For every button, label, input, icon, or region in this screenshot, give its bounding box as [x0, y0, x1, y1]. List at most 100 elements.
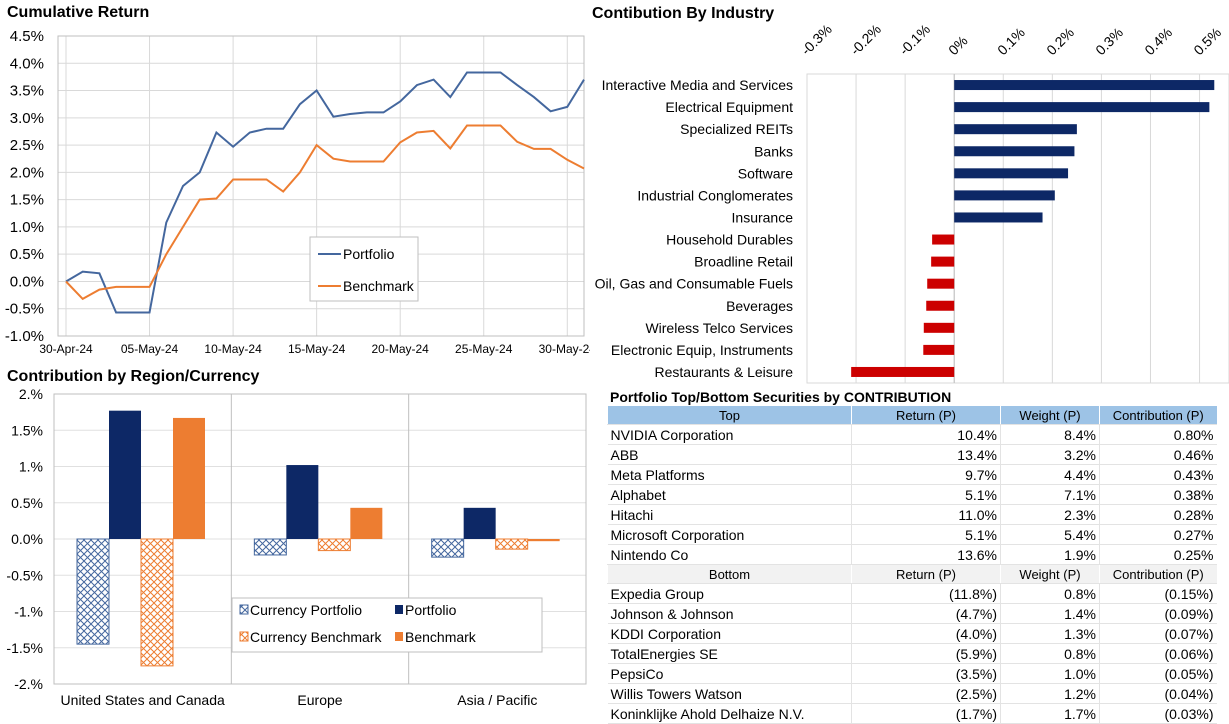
table-cell: TotalEnergies SE — [607, 643, 852, 664]
table-cell: 0.80% — [1099, 424, 1217, 445]
table-cell: 0.43% — [1099, 464, 1217, 485]
y-tick-label: -0.5% — [5, 301, 44, 318]
industry-contribution-chart: -0.3% -0.2% -0.1% 0% 0.1% 0.2% 0.3% 0.4% 0.5% Int… — [595, 24, 1229, 384]
cumulative-return-title: Cumulative Return — [7, 4, 150, 21]
table-cell: 1.2% — [1000, 683, 1100, 704]
industry-bar — [954, 124, 1077, 135]
industry-bar — [851, 366, 955, 377]
table-cell: (0.09%) — [1099, 603, 1217, 624]
x-tick-label: 05-May-24 — [121, 342, 179, 356]
top-bottom-securities-panel: Portfolio Top/Bottom Securities by CONTR… — [607, 388, 1217, 724]
region-bar — [109, 410, 141, 539]
region-bar — [431, 538, 465, 558]
region-bar — [173, 417, 205, 539]
category-label: Electronic Equip, Instruments — [611, 342, 793, 358]
table-cell: 0.46% — [1099, 444, 1217, 465]
table-cell: 3.2% — [1000, 444, 1100, 465]
x-tick-label: 0.1% — [994, 24, 1028, 58]
table-row: Alphabet 5.1% 7.1% 0.38% — [607, 484, 1217, 505]
table-row: Expedia Group (11.8%) 0.8% (0.15%) — [607, 583, 1217, 604]
y-tick-label: 2.5% — [10, 137, 44, 154]
x-tick-label: -0.1% — [896, 24, 933, 58]
table-cell: 1.9% — [1000, 544, 1100, 565]
table-cell: Return (P) — [851, 406, 1001, 425]
y-tick-label: 1.0% — [10, 219, 44, 236]
industry-bar — [931, 256, 955, 267]
industry-bar — [954, 146, 1075, 157]
table-cell: 8.4% — [1000, 424, 1100, 445]
category-label: Oil, Gas and Consumable Fuels — [595, 276, 793, 292]
category-label: Electrical Equipment — [665, 99, 793, 115]
table-cell: Bottom — [607, 564, 852, 584]
table-cell: Microsoft Corporation — [607, 524, 852, 545]
legend-swatch — [239, 631, 249, 642]
table-cell: 0.38% — [1099, 484, 1217, 505]
top-header-row: Top Return (P) Weight (P) Contribution (P) — [607, 406, 1217, 425]
legend-box — [231, 597, 543, 653]
region-contribution-title: Contribution by Region/Currency — [7, 368, 260, 385]
table-cell: Weight (P) — [1000, 564, 1100, 584]
x-tick-label: -0.3% — [798, 24, 835, 58]
table-cell: 5.1% — [851, 484, 1001, 505]
y-tick-label: 4.0% — [10, 55, 44, 72]
y-tick-label: 2.% — [19, 386, 43, 402]
table-row: Nintendo Co 13.6% 1.9% 0.25% — [607, 544, 1217, 565]
table-cell: Willis Towers Watson — [607, 683, 852, 704]
table-cell: (5.9%) — [851, 643, 1001, 664]
table-cell: Weight (P) — [1000, 406, 1100, 425]
region-bar — [317, 538, 351, 552]
x-tick-label: 30-Apr-24 — [39, 342, 93, 356]
y-tick-label: 3.5% — [10, 83, 44, 100]
table-cell: (0.15%) — [1099, 583, 1217, 604]
y-tick-label: 0.5% — [11, 495, 43, 511]
legend-label: Portfolio — [405, 602, 457, 618]
table-cell: Contribution (P) — [1099, 564, 1217, 584]
table-cell: 0.27% — [1099, 524, 1217, 545]
industry-bar — [954, 190, 1055, 201]
category-label: Software — [738, 165, 793, 181]
table-cell: 5.1% — [851, 524, 1001, 545]
y-tick-label: 0.0% — [10, 273, 44, 290]
legend-label: Benchmark — [405, 629, 477, 645]
region-bar — [76, 538, 110, 645]
table-cell: KDDI Corporation — [607, 623, 852, 644]
table-row: Microsoft Corporation 5.1% 5.4% 0.27% — [607, 524, 1217, 545]
industry-bar — [954, 80, 1215, 91]
table-cell: 5.4% — [1000, 524, 1100, 545]
table-cell: Alphabet — [607, 484, 852, 505]
table-cell: (3.5%) — [851, 663, 1001, 684]
legend-swatch — [395, 632, 403, 641]
bottom-header-row: Bottom Return (P) Weight (P) Contribution (… — [607, 564, 1217, 584]
table-cell: ABB — [607, 444, 852, 465]
industry-bar — [923, 344, 955, 355]
y-tick-label: 1.% — [19, 459, 43, 475]
legend-label: Benchmark — [343, 278, 415, 294]
plot-border — [806, 73, 1229, 384]
legend-swatch — [395, 605, 403, 614]
region-bar — [253, 538, 287, 556]
category-label: Restaurants & Leisure — [654, 364, 793, 380]
y-tick-label: 1.5% — [11, 422, 43, 438]
legend-label: Currency Benchmark — [250, 629, 382, 645]
category-label: Interactive Media and Services — [602, 77, 793, 93]
table-row: PepsiCo (3.5%) 1.0% (0.05%) — [607, 663, 1217, 684]
line-legend: Portfolio Benchmark — [309, 236, 419, 302]
legend-swatch — [239, 604, 249, 615]
table-cell: 1.0% — [1000, 663, 1100, 684]
table-row: Koninklijke Ahold Delhaize N.V. (1.7%) 1.7… — [607, 703, 1217, 724]
plot-border — [57, 35, 585, 337]
x-tick-label: 25-May-24 — [455, 342, 513, 356]
y-tick-label: 3.0% — [10, 110, 44, 127]
table-cell: 11.0% — [851, 504, 1001, 525]
table-cell: 0.8% — [1000, 643, 1100, 664]
table-cell: NVIDIA Corporation — [607, 424, 852, 445]
table-row: Hitachi 11.0% 2.3% 0.28% — [607, 504, 1217, 525]
category-label: Industrial Conglomerates — [637, 187, 793, 203]
table-cell: (11.8%) — [851, 583, 1001, 604]
legend-label: Currency Portfolio — [250, 602, 362, 618]
table-cell: 7.1% — [1000, 484, 1100, 505]
x-tick-label: 10-May-24 — [204, 342, 262, 356]
x-tick-label: 0.5% — [1190, 24, 1224, 58]
table-cell: 9.7% — [851, 464, 1001, 485]
industry-bar — [954, 102, 1210, 113]
